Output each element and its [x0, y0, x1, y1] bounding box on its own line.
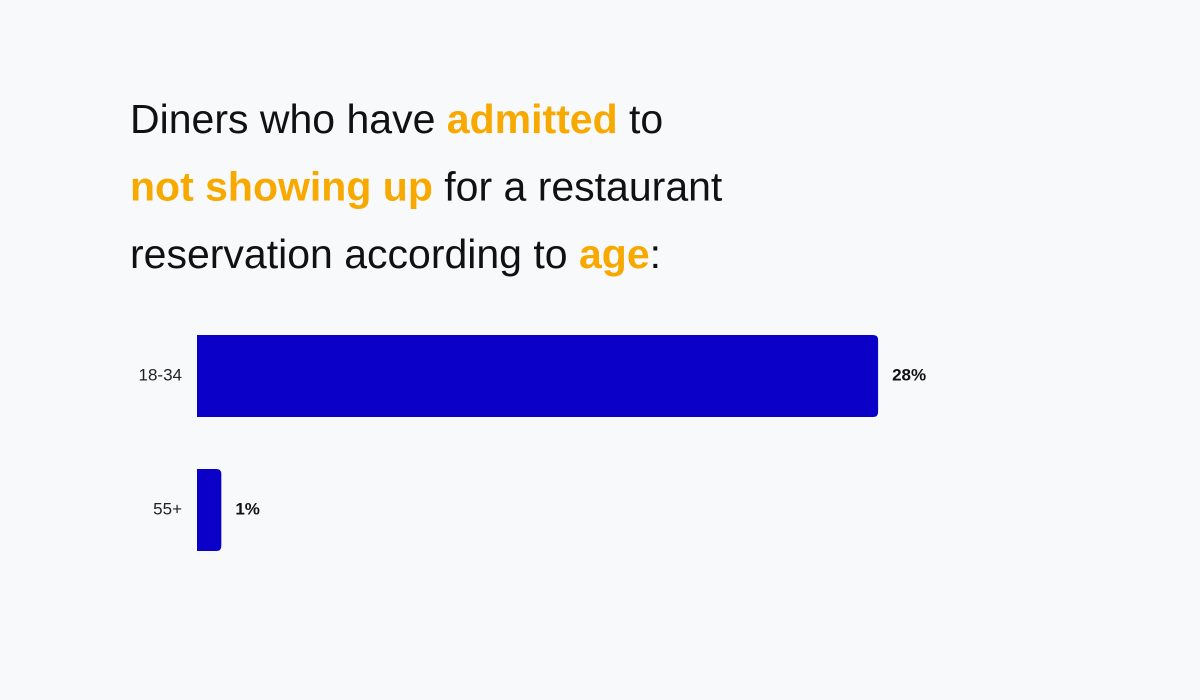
- title-highlight: age: [579, 231, 650, 277]
- value-label: 1%: [235, 499, 260, 518]
- title-highlight: not showing up: [130, 164, 433, 210]
- category-label: 18-34: [139, 365, 182, 384]
- chart-title-line: Diners who have admitted to: [130, 96, 663, 142]
- chart-title-line: reservation according to age:: [130, 231, 661, 277]
- chart-title-line: not showing up for a restaurant: [130, 164, 723, 210]
- category-label: 55+: [153, 499, 182, 518]
- bar: [197, 335, 879, 417]
- title-text: :: [650, 231, 661, 277]
- bar: [197, 469, 222, 551]
- title-text: to: [618, 96, 664, 142]
- title-text: reservation according to: [130, 231, 579, 277]
- title-text: Diners who have: [130, 96, 447, 142]
- title-text: for a restaurant: [433, 164, 723, 210]
- title-highlight: admitted: [447, 96, 618, 142]
- value-label: 28%: [892, 365, 926, 384]
